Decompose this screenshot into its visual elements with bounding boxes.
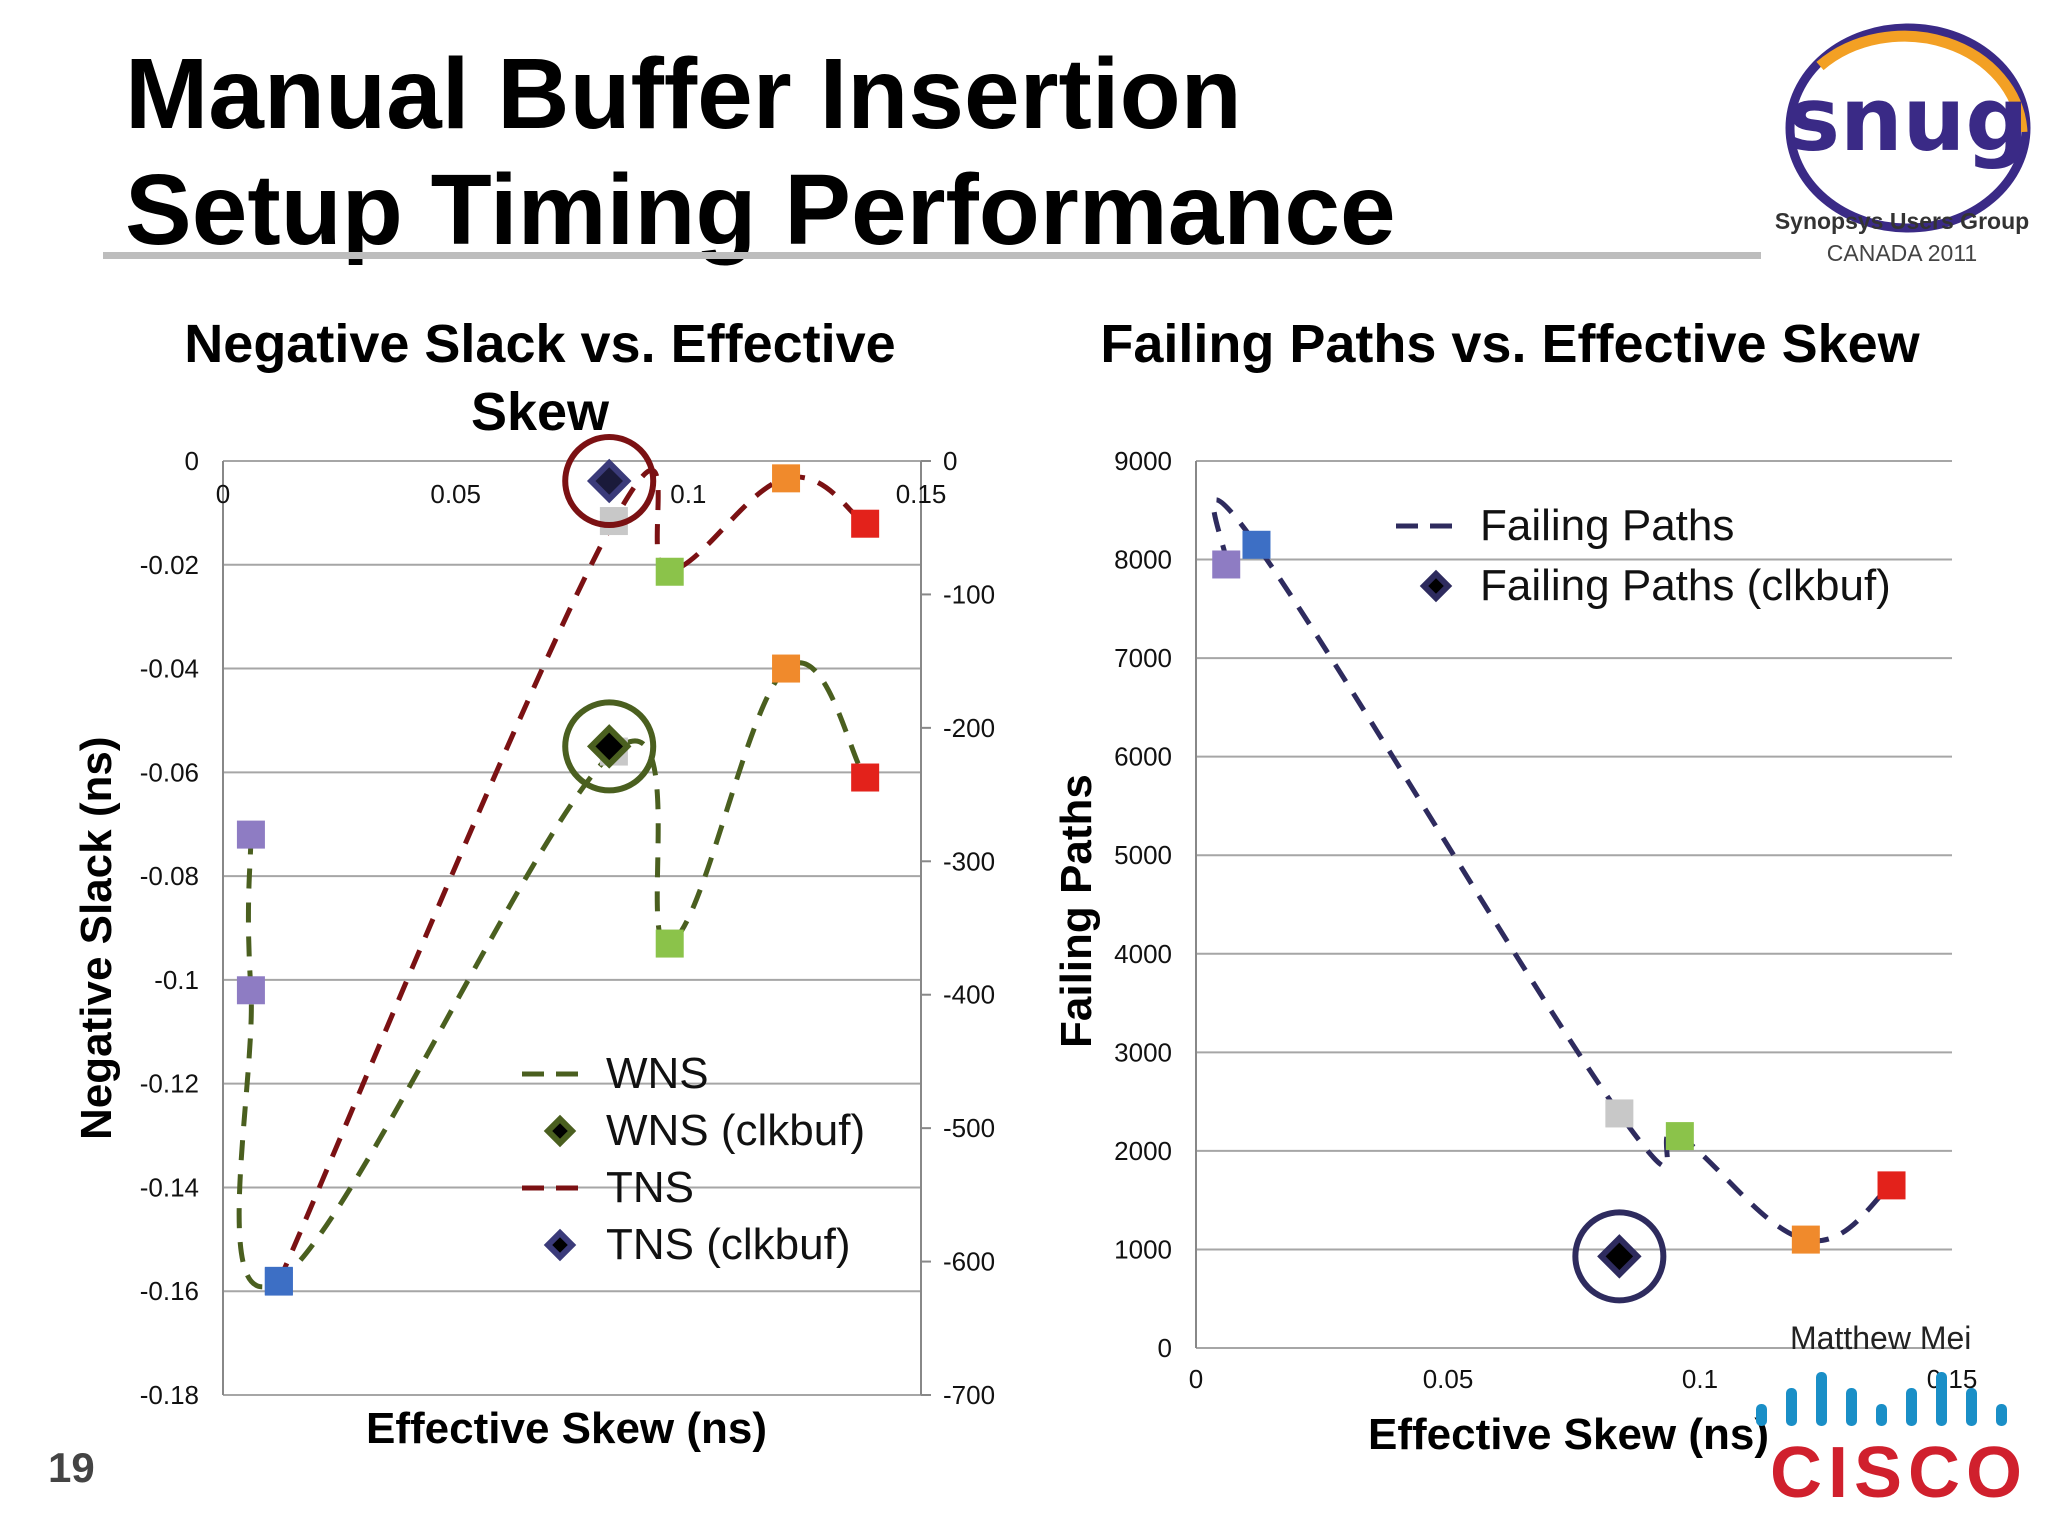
chart1-legend-label: WNS (clkbuf): [606, 1106, 865, 1155]
chart2-title: Failing Paths vs. Effective Skew: [1100, 314, 1920, 374]
chart1-wns-clkbuf-highlight: [562, 699, 657, 794]
chart1-y-tick-label: -0.06: [140, 757, 199, 787]
chart2-failing-point: [1791, 1225, 1820, 1254]
chart2-legend-label: Failing Paths: [1480, 501, 1734, 550]
chart1-tns-point: [264, 1267, 293, 1296]
chart1-wns-line: [236, 660, 868, 1290]
chart2-x-tick-label: 0.05: [1423, 1364, 1474, 1394]
chart1-tns-point: [772, 464, 801, 493]
chart2-failing-point: [1605, 1099, 1634, 1128]
chart1-wns-clkbuf-point: [586, 724, 632, 769]
chart2-y-tick-label: 0: [1158, 1333, 1172, 1363]
chart1-y-tick-label: -0.1: [154, 965, 199, 995]
chart1-wns-point: [236, 820, 265, 849]
chart2-y-tick-label: 3000: [1114, 1037, 1172, 1067]
chart1-x-tick-label: 0.15: [896, 479, 947, 509]
chart2-failing-point: [1877, 1171, 1906, 1200]
chart1-y-tick-label: -0.16: [140, 1276, 199, 1306]
chart2-failing-clkbuf-highlight: [1572, 1209, 1667, 1304]
chart2-failing-point: [1665, 1122, 1694, 1151]
author-name: Matthew Mei: [1790, 1320, 1972, 1356]
chart1-legend-diamond: [543, 1228, 577, 1262]
chart1-title: Negative Slack vs. Effective Skew: [184, 314, 896, 442]
chart1-y2-tick-label: 0: [943, 446, 957, 476]
chart1-y-tick-label: -0.08: [140, 861, 199, 891]
title-divider: [103, 252, 1761, 259]
chart1-x-axis-label: Effective Skew (ns): [366, 1404, 768, 1453]
chart1-legend-diamond: [543, 1114, 577, 1148]
chart1-y2-tick-label: -200: [943, 713, 995, 743]
chart1-y2-tick-label: -700: [943, 1380, 995, 1410]
chart1-tns-point: [655, 557, 684, 586]
cisco-logo: [1756, 1372, 2007, 1426]
chart2-y-tick-label: 9000: [1114, 446, 1172, 476]
chart1-x-tick-label: 0.1: [670, 479, 706, 509]
cisco-wordmark: CISCO: [1770, 1433, 2029, 1513]
chart1-y-tick-label: -0.12: [140, 1069, 199, 1099]
chart1-tns-point: [851, 509, 880, 538]
chart1-legend-label: WNS: [606, 1049, 709, 1098]
chart2-failing-point: [1242, 530, 1271, 559]
chart1-tns-clkbuf-point: [586, 458, 632, 504]
chart2-y-tick-label: 2000: [1114, 1136, 1172, 1166]
chart1-y2-tick-label: -300: [943, 846, 995, 876]
page-number: 19: [48, 1444, 95, 1491]
chart2-legend-label: Failing Paths (clkbuf): [1480, 561, 1891, 610]
chart1-x-tick-label: 0: [216, 479, 230, 509]
chart2-failing-point: [1212, 550, 1241, 579]
chart2-y-tick-label: 1000: [1114, 1234, 1172, 1264]
chart2-y-tick-label: 7000: [1114, 643, 1172, 673]
snug-event: CANADA 2011: [1826, 240, 1978, 266]
chart2-x-tick-label: 0.1: [1682, 1364, 1718, 1394]
chart2-failing-clkbuf-point: [1597, 1234, 1642, 1279]
chart1-y2-tick-label: -400: [943, 980, 995, 1010]
snug-logo-text: snug: [1788, 68, 2029, 171]
chart1-wns-point: [851, 763, 880, 792]
snug-logo: snug: [1785, 23, 2031, 233]
chart1-legend-label: TNS: [606, 1163, 694, 1212]
slide-title-line1: Manual Buffer Insertion: [125, 38, 1242, 150]
slide-title-line2: Setup Timing Performance: [125, 154, 1396, 266]
chart1-y-tick-label: -0.04: [140, 654, 199, 684]
chart1-y-tick-label: 0: [185, 446, 199, 476]
snug-org-name: Synopsys Users Group: [1774, 208, 2030, 234]
chart2-x-axis-label: Effective Skew (ns): [1368, 1410, 1770, 1459]
chart1-wns-point: [655, 929, 684, 958]
chart1-y2-tick-label: -600: [943, 1247, 995, 1277]
chart1-y2-tick-label: -500: [943, 1113, 995, 1143]
chart1-x-tick-label: 0.05: [430, 479, 481, 509]
chart2-failing-line: [1211, 497, 1894, 1244]
chart1-tns-clkbuf-highlight: [562, 434, 657, 529]
chart1-wns-point: [772, 654, 801, 683]
chart1-y-tick-label: -0.18: [140, 1380, 199, 1410]
chart1-y2-tick-label: -100: [943, 579, 995, 609]
chart2-y-tick-label: 4000: [1114, 939, 1172, 969]
chart1-y-tick-label: -0.02: [140, 550, 199, 580]
chart1-y-tick-label: -0.14: [140, 1172, 199, 1202]
chart2-y-tick-label: 5000: [1114, 840, 1172, 870]
chart2-y-tick-label: 6000: [1114, 742, 1172, 772]
chart1-legend-label: TNS (clkbuf): [606, 1220, 850, 1269]
chart2-y-tick-label: 8000: [1114, 545, 1172, 575]
chart2-x-tick-label: 0: [1189, 1364, 1203, 1394]
chart1-wns-point: [236, 976, 265, 1005]
chart2-legend-diamond: [1419, 569, 1453, 603]
